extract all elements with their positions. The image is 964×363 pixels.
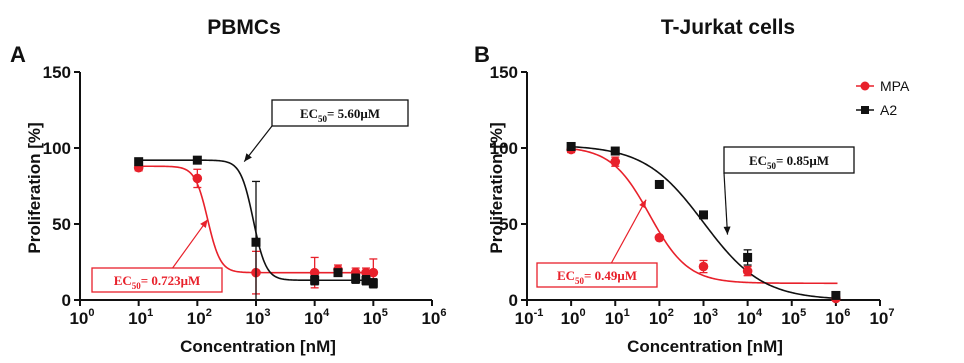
panel-b: T-Jurkat cells B Concentration [nM] Prol…: [474, 16, 895, 356]
x-tick-label: 102: [649, 307, 674, 328]
data-point-a2: [831, 290, 841, 300]
data-point-mpa: [610, 156, 621, 167]
data-point-a2: [134, 157, 144, 167]
y-tick-label: 50: [499, 215, 518, 234]
data-point-a2: [610, 146, 620, 156]
legend-mpa-label: MPA: [880, 78, 910, 94]
panel-b-x-axis-title: Concentration [nM]: [627, 337, 783, 356]
annotation-arrow: [172, 219, 209, 269]
x-tick-label: 105: [363, 307, 388, 328]
data-point-a2: [361, 275, 371, 285]
annotation-ec50-label: EC50= 5.60μM: [300, 106, 380, 124]
legend: MPA A2: [856, 78, 910, 118]
x-tick-label: 103: [693, 307, 718, 328]
y-tick-label: 150: [490, 63, 518, 82]
panel-a: PBMCs A Concentration [nM] Proliferation…: [10, 16, 447, 356]
x-tick-label: 103: [245, 307, 270, 328]
panel-a-x-axis-title: Concentration [nM]: [180, 337, 336, 356]
x-tick-label: 101: [128, 307, 153, 328]
annotation-box: [91, 267, 223, 293]
data-point-a2: [368, 278, 378, 288]
y-tick-label: 50: [52, 215, 71, 234]
legend-mpa-marker: [860, 81, 870, 91]
x-tick-label: 107: [869, 307, 894, 328]
annotation-ec50-label: EC50= 0.723μM: [114, 273, 201, 291]
data-point-mpa: [654, 232, 665, 243]
x-tick-label: 100: [561, 307, 586, 328]
annotation-box: [723, 146, 855, 174]
y-tick-label: 0: [62, 291, 71, 310]
data-point-a2: [251, 237, 261, 247]
x-tick-label: 105: [781, 307, 806, 328]
data-point-a2: [310, 275, 320, 285]
x-tick-label: 101: [605, 307, 630, 328]
annotation-box: [271, 99, 409, 127]
panel-b-title: T-Jurkat cells: [661, 16, 795, 39]
legend-item-a2: A2: [856, 102, 897, 118]
data-point-a2: [566, 141, 576, 151]
panel-b-letter: B: [474, 42, 490, 67]
panel-a-y-axis-title: Proliferation [%]: [25, 122, 44, 253]
data-point-a2: [192, 155, 202, 165]
fit-curve-a2: [138, 159, 376, 282]
annotation-arrowhead: [200, 219, 208, 228]
x-tick-label: 106: [825, 307, 850, 328]
data-point-mpa: [368, 267, 379, 278]
annotation-arrow: [723, 172, 729, 235]
data-point-a2: [654, 179, 664, 189]
x-tick-label: 100: [69, 307, 94, 328]
panel-a-letter: A: [10, 42, 26, 67]
data-point-a2: [743, 252, 753, 262]
panel-b-y-axis-title: Proliferation [%]: [487, 122, 506, 253]
data-point-a2: [351, 274, 361, 284]
data-point-mpa: [742, 266, 753, 276]
x-tick-label: 106: [421, 307, 446, 328]
data-point-a2: [699, 210, 708, 220]
legend-a2-marker: [861, 106, 869, 114]
x-tick-label: 102: [187, 307, 212, 328]
y-tick-label: 150: [43, 63, 71, 82]
legend-a2-label: A2: [880, 102, 897, 118]
annotation-arrowhead: [244, 153, 252, 162]
annotation-arrowhead: [639, 199, 647, 209]
panel-a-title: PBMCs: [207, 16, 281, 39]
legend-item-mpa: MPA: [856, 78, 910, 94]
annotation-box: [536, 262, 658, 288]
data-point-mpa: [698, 261, 709, 272]
annotation-arrow: [610, 199, 647, 264]
x-tick-label: 104: [304, 307, 330, 328]
fit-curve-mpa: [138, 165, 376, 274]
x-tick-label: 104: [737, 307, 763, 328]
data-point-a2: [333, 268, 343, 278]
x-tick-label: 10-1: [515, 307, 544, 328]
annotation-ec50-label: EC50= 0.85μM: [749, 153, 829, 171]
y-tick-label: 0: [509, 291, 518, 310]
data-point-mpa: [192, 173, 203, 184]
y-tick-label: 100: [43, 139, 71, 158]
y-tick-label: 100: [490, 139, 518, 158]
annotation-ec50-label: EC50= 0.49μM: [557, 268, 637, 286]
annotation-arrowhead: [723, 226, 731, 235]
